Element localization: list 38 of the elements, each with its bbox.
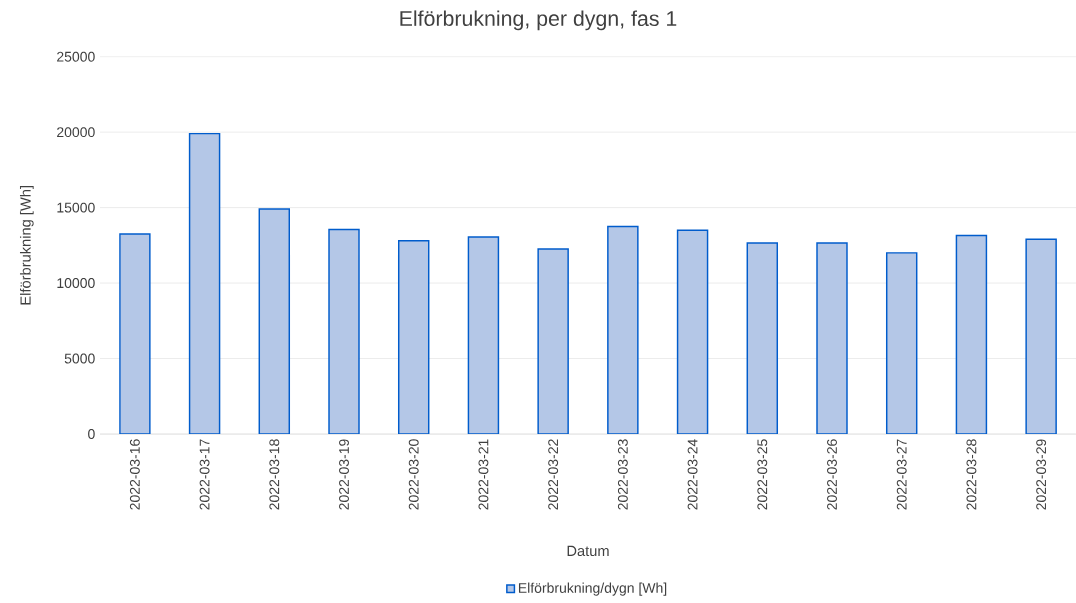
bar [746, 242, 779, 434]
y-tick-label: 15000 [57, 202, 95, 213]
x-tick-label: 2022-03-24 [687, 439, 698, 510]
bar [537, 248, 569, 434]
bar [467, 236, 500, 434]
x-tick-label: 2022-03-18 [269, 439, 280, 510]
x-tick-label: 2022-03-26 [827, 439, 837, 510]
x-tick-label: 2022-03-22 [548, 439, 559, 510]
x-tick-label: 2022-03-21 [478, 439, 489, 510]
x-tick-label: 2022-03-20 [408, 439, 419, 510]
x-tick-label: 2022-03-17 [199, 439, 210, 510]
chart-title: Elförbrukning, per dygn, fas 1 [400, 10, 677, 31]
y-tick-label: 20000 [57, 127, 95, 138]
bar [188, 132, 221, 434]
y-axis-title: Elförbrukning [Wh] [19, 186, 34, 305]
x-tick-label: 2022-03-28 [966, 439, 977, 510]
x-tick-label: 2022-03-25 [757, 439, 768, 510]
x-tick-label: 2022-03-27 [896, 439, 907, 510]
y-tick-label: 0 [88, 429, 95, 439]
x-tick-label: 2022-03-23 [617, 439, 628, 510]
bar [955, 234, 988, 434]
bar [676, 229, 709, 434]
x-tick-label: 2022-03-16 [129, 439, 140, 510]
bar [885, 252, 918, 434]
x-tick-label: 2022-03-29 [1036, 439, 1047, 510]
bar [119, 233, 151, 434]
bar [1025, 238, 1057, 434]
x-tick-label: 2022-03-19 [339, 439, 349, 510]
bar [328, 228, 360, 434]
bar [816, 242, 848, 434]
bar [258, 208, 291, 434]
y-tick-label: 10000 [57, 278, 95, 289]
y-tick-label: 25000 [57, 51, 95, 62]
bar [607, 225, 639, 434]
legend-label: Elförbrukning/dygn [Wh] [518, 582, 667, 596]
x-axis-title: Datum [567, 545, 609, 557]
y-tick-label: 5000 [64, 353, 95, 364]
bar [397, 240, 430, 434]
